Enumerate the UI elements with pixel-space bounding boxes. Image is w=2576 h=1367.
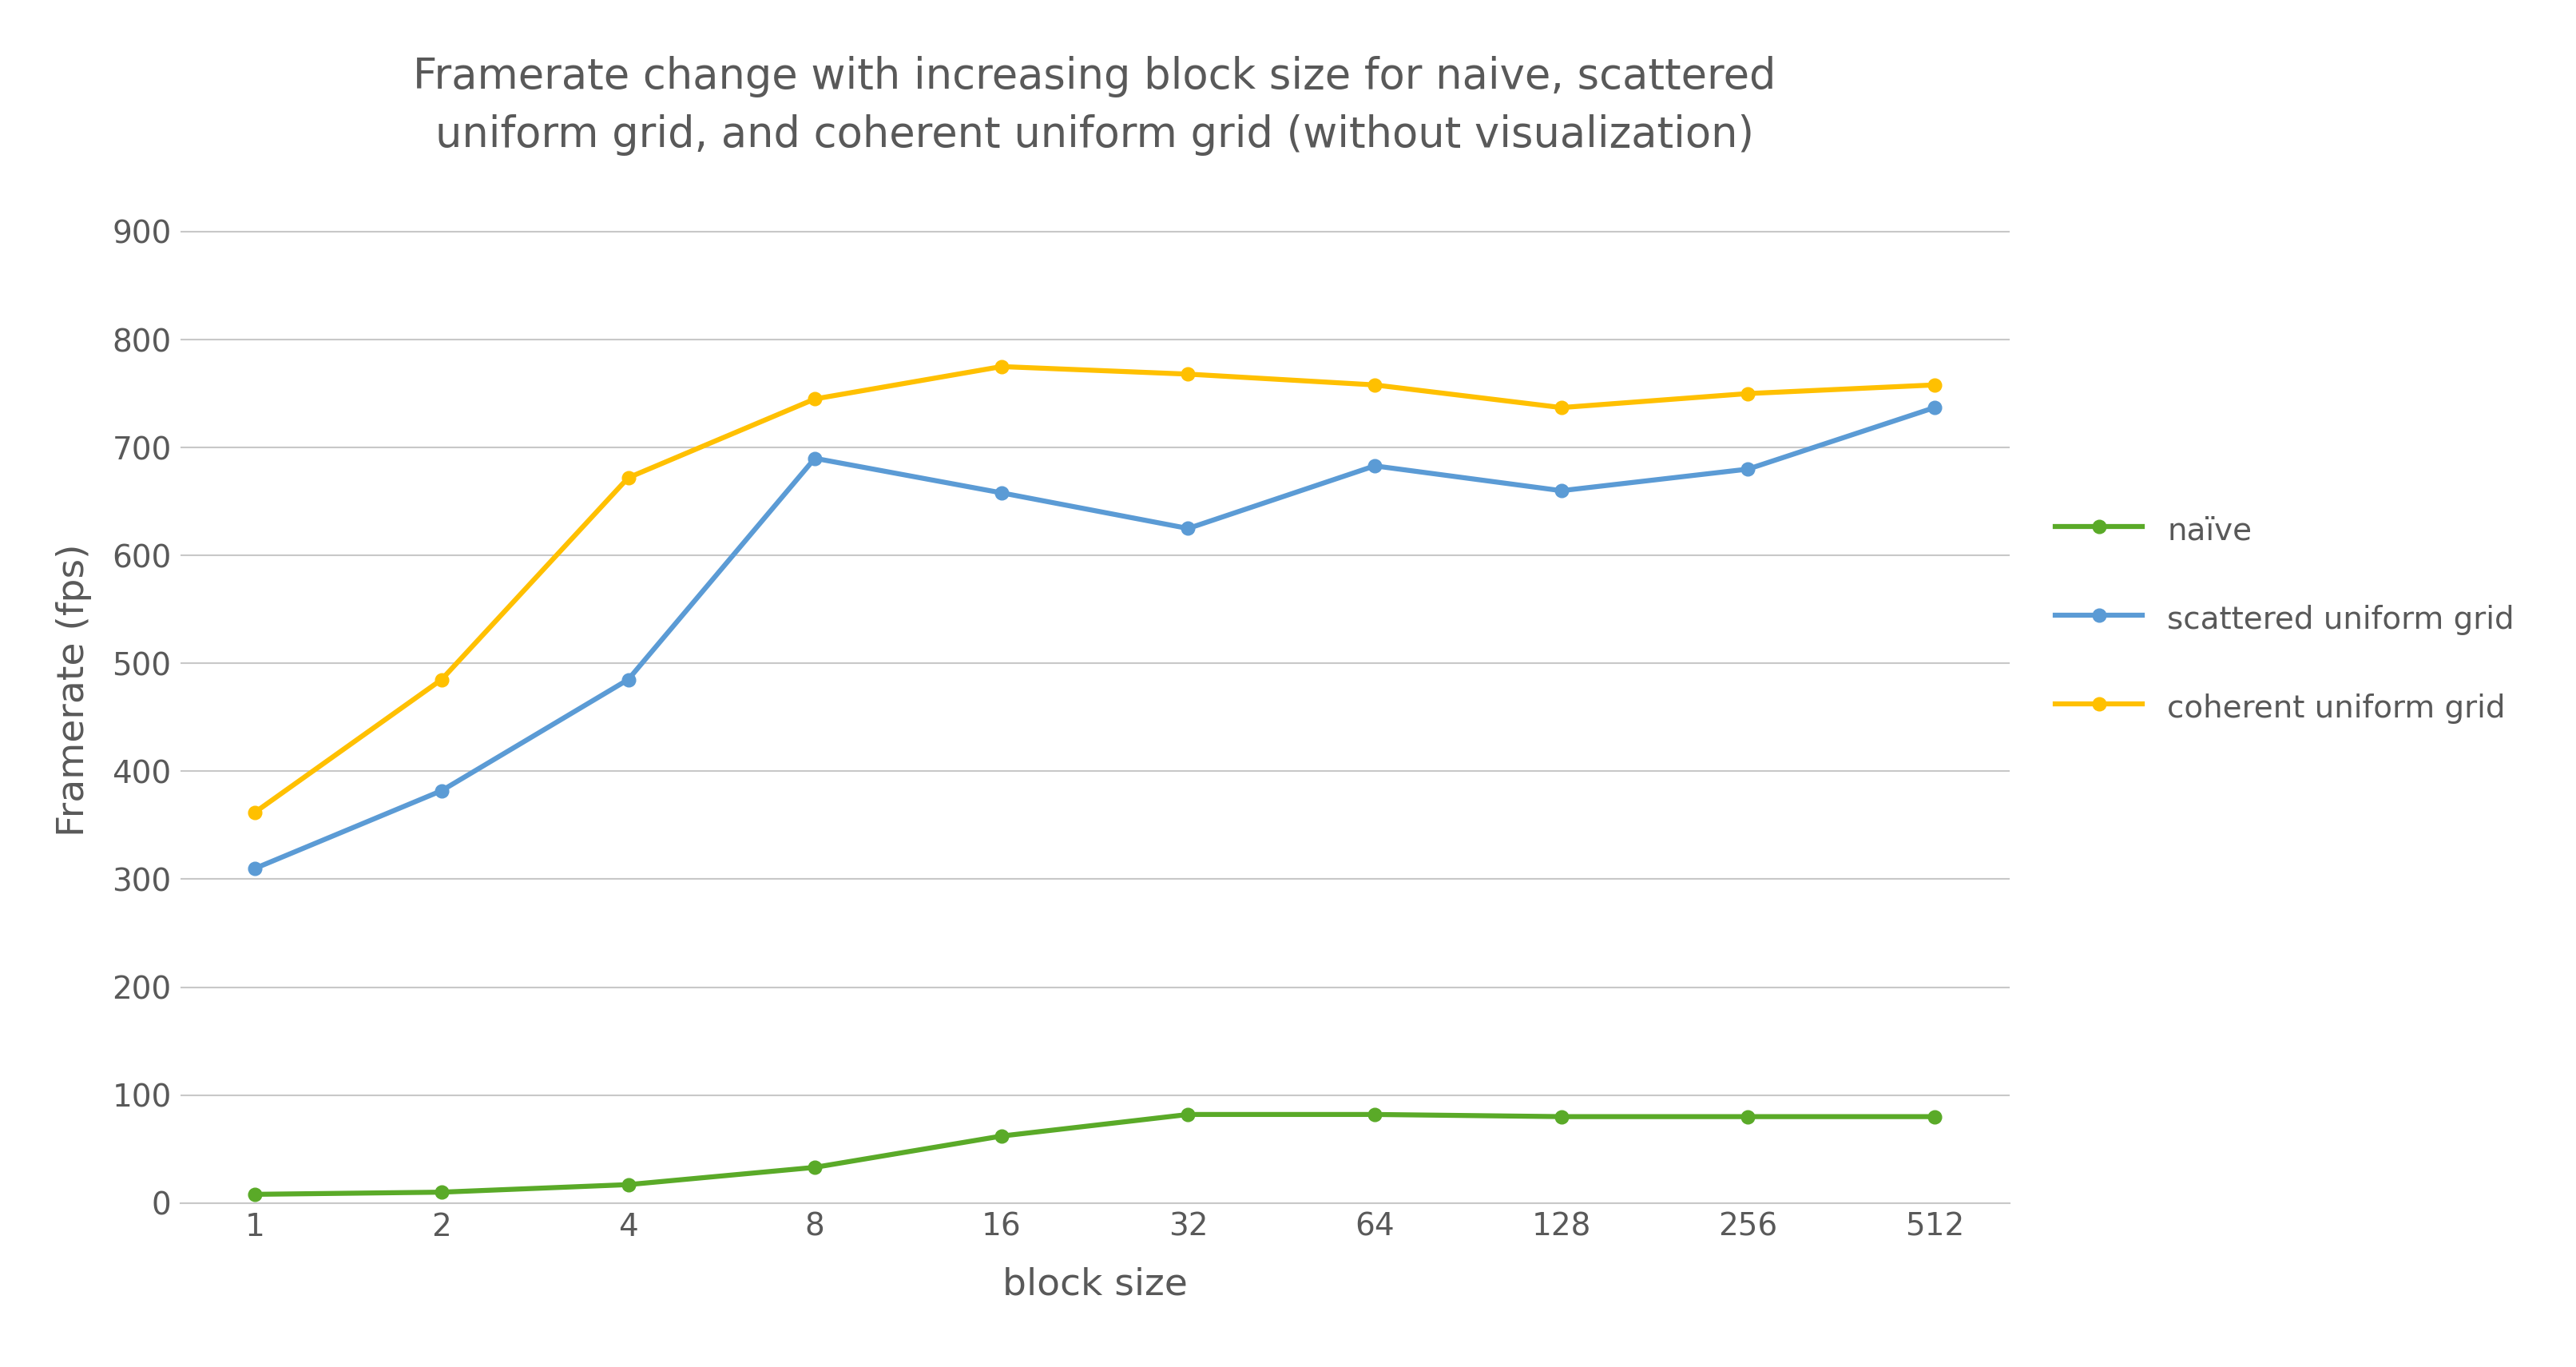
coherent uniform grid [1919, 377, 1950, 394]
Line: scattered uniform grid: scattered uniform grid [247, 401, 1942, 875]
naïve [987, 1128, 1018, 1144]
coherent uniform grid [240, 804, 270, 820]
scattered uniform grid [987, 485, 1018, 502]
coherent uniform grid [1546, 399, 1577, 416]
scattered uniform grid [1360, 458, 1391, 474]
coherent uniform grid [1172, 366, 1203, 383]
naïve [1734, 1109, 1765, 1125]
naïve [1919, 1109, 1950, 1125]
coherent uniform grid [799, 391, 829, 407]
naïve [1546, 1109, 1577, 1125]
coherent uniform grid [987, 358, 1018, 375]
coherent uniform grid [425, 671, 456, 688]
scattered uniform grid [1172, 521, 1203, 537]
coherent uniform grid [1360, 377, 1391, 394]
naïve [425, 1184, 456, 1200]
coherent uniform grid [613, 469, 644, 485]
scattered uniform grid [799, 450, 829, 466]
naïve [240, 1187, 270, 1203]
Y-axis label: Framerate (fps): Framerate (fps) [57, 544, 93, 837]
scattered uniform grid [1919, 399, 1950, 416]
scattered uniform grid [1734, 461, 1765, 477]
Line: naïve: naïve [247, 1107, 1942, 1202]
Title: Framerate change with increasing block size for naive, scattered
uniform grid, a: Framerate change with increasing block s… [412, 56, 1777, 156]
scattered uniform grid [1546, 483, 1577, 499]
naïve [799, 1159, 829, 1176]
scattered uniform grid [240, 860, 270, 876]
coherent uniform grid [1734, 385, 1765, 402]
X-axis label: block size: block size [1002, 1267, 1188, 1303]
naïve [1360, 1106, 1391, 1122]
scattered uniform grid [613, 671, 644, 688]
scattered uniform grid [425, 782, 456, 798]
naïve [1172, 1106, 1203, 1122]
Legend: naïve, scattered uniform grid, coherent uniform grid: naïve, scattered uniform grid, coherent … [2043, 502, 2527, 735]
Line: coherent uniform grid: coherent uniform grid [247, 360, 1942, 819]
naïve [613, 1177, 644, 1193]
